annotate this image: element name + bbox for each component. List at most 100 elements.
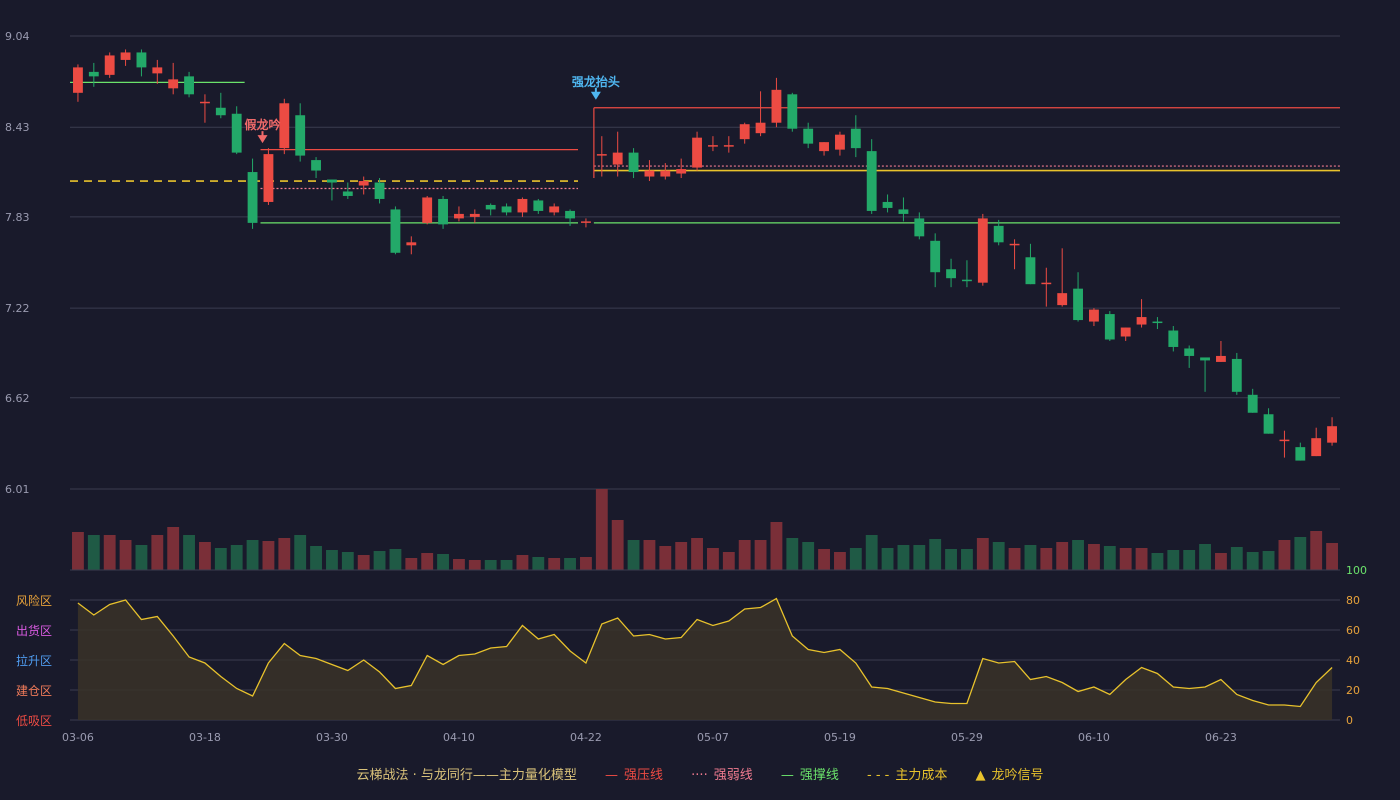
volume-bar <box>834 552 846 570</box>
volume-bar <box>405 558 418 570</box>
candle-body <box>1120 327 1131 337</box>
candle-body <box>1057 293 1068 306</box>
candle-body <box>168 79 179 89</box>
legend-cost-label: 主力成本 <box>895 768 948 783</box>
candle-body <box>327 179 337 183</box>
volume-bar <box>1310 531 1323 570</box>
volume-bar <box>770 522 783 570</box>
candle-body <box>1152 321 1163 324</box>
volume-bar <box>500 560 513 570</box>
candle-body <box>708 145 718 147</box>
candle-body <box>454 213 464 219</box>
candle-body <box>501 206 512 213</box>
volume-bar <box>341 552 354 570</box>
price-tick-label: 7.22 <box>5 302 30 315</box>
signal-arrow <box>590 91 601 100</box>
legend-signal-label: 龙吟信号 <box>991 768 1044 783</box>
candle-body <box>88 71 99 77</box>
date-tick-label: 03-06 <box>62 731 94 744</box>
volume-bar <box>580 557 592 570</box>
volume-bar <box>119 540 132 570</box>
zone-label: 低吸区 <box>16 714 52 728</box>
candle-body <box>581 221 591 223</box>
date-tick-label: 06-10 <box>1078 731 1110 744</box>
stock-chart: 9.04 8.43 7.83 7.22 6.62 6.01 假龙吟 强龙抬头 100 80 60 40… <box>5 30 1367 744</box>
candle-body <box>882 201 893 208</box>
signal-label: 假龙吟 <box>244 117 280 132</box>
candle-body <box>692 137 702 168</box>
candle-body <box>1311 438 1322 457</box>
candle-body <box>152 67 163 74</box>
candle-body <box>1200 357 1210 361</box>
volume-bar <box>72 532 84 570</box>
volume-bar <box>818 549 830 570</box>
candle-body <box>120 52 131 60</box>
legend-item-pressure: — 强压线 <box>605 768 663 783</box>
oscillator-area <box>77 598 1333 720</box>
oscillator-line <box>77 597 1333 708</box>
volume-bar <box>659 546 672 570</box>
date-tick-label: 06-23 <box>1205 731 1237 744</box>
candle-body <box>1279 439 1290 442</box>
volume-bar <box>532 557 545 570</box>
candle-body <box>755 122 766 134</box>
candle-body <box>104 55 115 75</box>
volume-bar <box>373 551 386 570</box>
volume-bar <box>976 538 989 570</box>
candle-body <box>676 169 687 174</box>
volume-bar <box>564 558 576 570</box>
candle-body <box>977 218 988 283</box>
price-tick-label: 8.43 <box>5 121 30 134</box>
volume-bar <box>1151 553 1164 570</box>
candle-body <box>803 128 814 144</box>
volume-bar <box>738 540 751 570</box>
volume-bar <box>961 549 973 570</box>
candle-body <box>644 170 655 177</box>
zone-label: 拉升区 <box>16 653 52 668</box>
candle-body <box>628 152 639 173</box>
legend-item-support: — 强撑线 <box>781 768 839 783</box>
candle-body <box>295 115 306 156</box>
candle-body <box>263 154 274 202</box>
legend-weak-mark: ···· <box>691 768 708 783</box>
legend-item-weak: ···· 强弱线 <box>691 768 753 783</box>
volume-bar <box>1278 540 1291 570</box>
volume-bar <box>627 540 640 570</box>
oscillator-tick-label: 0 <box>1346 714 1353 727</box>
oscillator-tick-label: 100 <box>1346 564 1367 577</box>
candle-body <box>374 182 385 199</box>
candle-body <box>993 225 1004 243</box>
price-tick-label: 6.62 <box>5 392 30 405</box>
volume-bar <box>802 542 815 570</box>
volume-bar <box>1294 537 1307 570</box>
legend-signal-mark: ▲ <box>975 768 986 783</box>
oscillator-tick-label: 80 <box>1346 594 1360 607</box>
candle-body <box>549 206 560 213</box>
volume-bar <box>897 545 910 570</box>
signal-arrow <box>257 135 268 144</box>
volume-bar <box>326 550 338 570</box>
volume-bar <box>199 542 211 570</box>
candle-body <box>835 134 845 150</box>
legend-pressure-label: 强压线 <box>624 768 664 783</box>
volume-bar <box>1246 552 1259 570</box>
volume-bar <box>865 535 878 570</box>
volume-bar <box>881 548 894 570</box>
volume-bar <box>754 540 767 570</box>
volume-bar <box>389 549 402 570</box>
volume-bar <box>1072 540 1084 570</box>
volume-bar <box>675 542 688 570</box>
volume-bar <box>1135 548 1148 570</box>
price-tick-label: 9.04 <box>5 30 30 43</box>
oscillator-tick-label: 40 <box>1346 654 1360 667</box>
candle-body <box>485 204 496 210</box>
legend-support-mark: — <box>780 768 794 783</box>
candle-body <box>73 67 83 93</box>
volume-bar <box>278 538 291 570</box>
candle-body <box>1104 314 1115 340</box>
date-tick-label: 03-18 <box>189 731 221 744</box>
candle-body <box>930 240 941 273</box>
candle-body <box>612 152 623 165</box>
volume-bar <box>151 535 164 570</box>
volume-bar <box>294 535 307 570</box>
